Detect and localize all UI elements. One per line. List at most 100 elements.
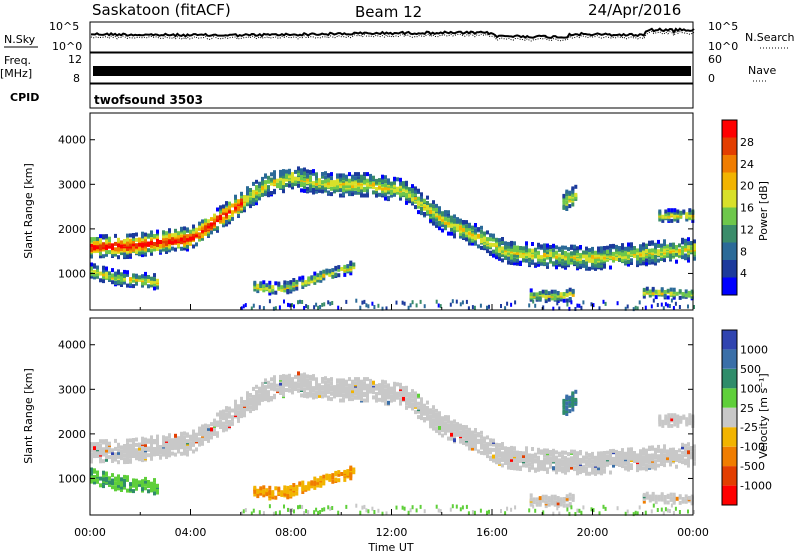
velocity-cell: [657, 454, 660, 459]
power-cell: [667, 217, 671, 222]
velocity-cell: [480, 434, 483, 439]
velocity-cell: [492, 454, 495, 459]
velocity-cell: [288, 379, 291, 384]
power-cell: [627, 258, 630, 263]
velocity-cell: [627, 467, 630, 472]
velocity-cell: [330, 397, 333, 402]
velocity-cell: [210, 435, 213, 440]
power-cell: [624, 306, 627, 311]
power-cell: [301, 275, 305, 280]
power-cell: [371, 301, 374, 306]
power-cell: [278, 305, 281, 310]
velocity-cell: [558, 467, 561, 472]
power-cell: [310, 275, 314, 280]
velocity-cell: [529, 497, 533, 502]
power-cell: [571, 292, 575, 297]
velocity-cell: [455, 504, 458, 509]
power-cell: [582, 263, 585, 268]
velocity-cell: [345, 389, 348, 394]
velocity-cell: [666, 456, 669, 461]
velocity-cell: [316, 483, 320, 488]
velocity-cell: [525, 459, 528, 464]
velocity-cell: [693, 456, 696, 461]
velocity-cell: [189, 445, 192, 450]
velocity-cell: [678, 456, 681, 461]
velocity-cell: [537, 462, 540, 467]
power-cell: [354, 172, 357, 177]
velocity-y-axis-label: Slant Range [km]: [22, 368, 35, 464]
power-cell: [135, 237, 138, 242]
velocity-cell: [265, 490, 269, 495]
power-cell: [303, 306, 306, 310]
velocity-cell: [483, 436, 486, 441]
power-cell: [546, 255, 549, 260]
nave-label: Nave: [748, 64, 776, 77]
power-cell: [432, 206, 435, 211]
power-cell: [93, 270, 96, 274]
power-cell: [303, 184, 306, 189]
velocity-cell: [453, 434, 456, 439]
velocity-cell: [319, 475, 323, 480]
power-cell: [540, 255, 543, 260]
power-cell: [316, 273, 320, 278]
velocity-cell: [378, 383, 381, 388]
power-cell: [565, 298, 569, 303]
velocity-cell: [522, 462, 525, 466]
power-cell: [507, 251, 510, 256]
velocity-cell: [240, 403, 243, 408]
velocity-cell: [573, 449, 576, 454]
velocity-cell: [301, 490, 305, 494]
velocity-cell: [417, 393, 420, 398]
velocity-cell: [274, 511, 277, 516]
power-cell: [267, 190, 270, 195]
power-cell: [492, 237, 495, 242]
power-cell: [294, 169, 297, 174]
colorbar-segment: [722, 225, 737, 243]
velocity-cell: [432, 411, 435, 416]
noise-left-tick-top: 10^5: [49, 20, 79, 33]
power-cell: [297, 177, 300, 182]
power-cell: [684, 256, 687, 261]
velocity-cell: [462, 438, 465, 443]
power-cell: [354, 176, 357, 181]
power-cell: [568, 204, 572, 209]
power-cell: [525, 244, 528, 248]
velocity-cell: [597, 466, 600, 471]
power-cell: [138, 246, 141, 251]
velocity-cell: [456, 431, 459, 436]
velocity-cell: [135, 442, 138, 447]
velocity-cell: [361, 505, 364, 510]
power-cell: [664, 209, 668, 214]
velocity-cell: [504, 459, 507, 464]
power-cell: [544, 295, 548, 300]
velocity-cell: [651, 453, 654, 458]
power-cell: [558, 253, 561, 258]
velocity-cell: [621, 462, 624, 467]
power-cell: [162, 234, 165, 239]
power-cell: [324, 179, 327, 184]
power-cell: [297, 300, 299, 305]
velocity-cell: [381, 394, 384, 399]
velocity-cell: [693, 444, 696, 449]
power-cell: [357, 177, 360, 182]
velocity-cell: [543, 451, 546, 456]
power-cell: [571, 288, 575, 293]
velocity-cell: [471, 446, 474, 451]
velocity-cell: [453, 423, 456, 428]
velocity-cell: [365, 508, 368, 513]
power-cell: [630, 242, 633, 247]
power-cell: [204, 228, 207, 232]
power-cell: [567, 260, 570, 265]
velocity-cell: [402, 386, 405, 391]
velocity-cell: [399, 389, 402, 394]
velocity-cell: [489, 438, 492, 443]
velocity-cell: [441, 428, 444, 433]
power-cell: [538, 295, 542, 300]
velocity-cell: [573, 455, 576, 460]
power-cell: [339, 177, 342, 182]
velocity-cell: [624, 511, 627, 516]
power-cell: [132, 284, 135, 289]
velocity-cell: [547, 502, 551, 507]
power-cell: [411, 184, 414, 189]
power-cell: [360, 192, 363, 197]
